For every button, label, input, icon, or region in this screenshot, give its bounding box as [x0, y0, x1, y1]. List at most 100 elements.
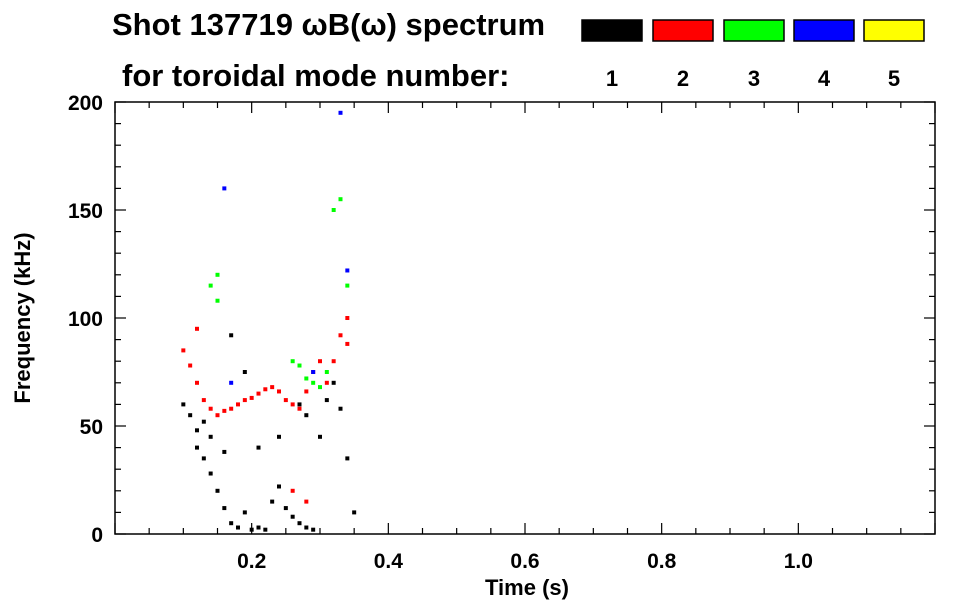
data-point-mode-1	[201, 419, 206, 424]
data-point-mode-1	[297, 402, 302, 407]
data-point-mode-1	[208, 471, 213, 476]
data-point-mode-2	[242, 398, 247, 403]
legend-swatch-4	[793, 19, 855, 42]
data-point-mode-1	[256, 525, 261, 530]
data-point-mode-2	[236, 402, 240, 407]
x-tick-label: 0.6	[510, 550, 539, 573]
y-tick-label: 200	[68, 92, 103, 115]
data-point-mode-3	[345, 283, 350, 288]
data-point-mode-2	[345, 341, 350, 346]
x-tick-label: 0.8	[647, 550, 677, 573]
y-tick-label: 0	[91, 524, 103, 547]
legend-swatch-2	[652, 19, 714, 42]
data-point-mode-1	[249, 527, 254, 532]
legend-label-4: 4	[818, 66, 831, 91]
data-point-mode-2	[270, 385, 275, 390]
plot-frame	[114, 101, 936, 535]
data-point-mode-4	[338, 110, 343, 115]
data-point-mode-2	[290, 488, 295, 493]
data-point-mode-2	[331, 359, 336, 364]
data-point-mode-1	[345, 456, 350, 461]
data-point-mode-1	[311, 527, 316, 532]
data-point-mode-3	[324, 370, 329, 374]
data-point-mode-1	[324, 398, 329, 403]
data-point-mode-2	[188, 363, 193, 368]
data-point-mode-2	[256, 391, 261, 396]
x-axis-label: Time (s)	[485, 575, 569, 600]
data-point-mode-4	[345, 268, 350, 273]
data-marks	[181, 110, 357, 532]
data-point-mode-4	[222, 186, 227, 191]
data-point-mode-2	[208, 406, 213, 411]
legend-swatch-3	[723, 19, 785, 42]
data-point-mode-1	[256, 445, 261, 450]
x-tick-label: 1.0	[784, 550, 813, 573]
legend-label-3: 3	[748, 66, 760, 91]
data-point-mode-2	[277, 389, 281, 394]
data-point-mode-1	[181, 402, 186, 407]
y-tick-label: 50	[80, 416, 103, 439]
data-point-mode-1	[222, 449, 227, 454]
data-point-mode-1	[297, 521, 302, 526]
x-tick-label: 0.2	[237, 550, 266, 573]
legend-swatch-5	[863, 19, 925, 42]
legend-swatch-1	[581, 19, 643, 42]
data-point-mode-1	[304, 525, 309, 530]
data-point-mode-3	[304, 376, 309, 381]
data-point-mode-1	[236, 525, 240, 530]
data-point-mode-1	[215, 488, 220, 493]
data-point-mode-3	[318, 385, 322, 390]
data-point-mode-2	[229, 406, 234, 411]
data-point-mode-3	[208, 283, 213, 288]
data-point-mode-1	[304, 413, 309, 418]
data-point-mode-2	[338, 333, 343, 338]
legend: 1 2 3 4 5	[581, 19, 925, 91]
data-point-mode-1	[338, 406, 343, 411]
data-point-mode-2	[297, 406, 302, 411]
data-point-mode-1	[188, 413, 193, 418]
data-point-mode-1	[242, 510, 247, 515]
y-tick-label: 100	[68, 308, 103, 331]
data-point-mode-2	[195, 380, 199, 385]
x-tick-label: 0.4	[374, 550, 404, 573]
data-point-mode-1	[242, 370, 247, 374]
data-point-mode-1	[222, 506, 227, 511]
axis-ticks	[114, 101, 936, 535]
legend-label-5: 5	[888, 66, 900, 91]
data-point-mode-3	[331, 208, 336, 212]
data-point-mode-2	[195, 326, 199, 331]
y-tick-label: 150	[68, 200, 103, 223]
data-point-mode-4	[229, 380, 234, 385]
chart-subtitle: for toroidal mode number:	[122, 58, 510, 93]
data-point-mode-2	[304, 499, 309, 504]
data-point-mode-1	[270, 499, 275, 504]
legend-label-1: 1	[606, 66, 618, 91]
data-point-mode-3	[297, 363, 302, 368]
data-point-mode-2	[215, 413, 220, 418]
data-point-mode-1	[263, 527, 268, 532]
data-point-mode-2	[290, 402, 295, 407]
data-point-mode-2	[263, 387, 268, 392]
data-point-mode-1	[229, 521, 234, 526]
data-point-mode-1	[283, 506, 288, 511]
data-point-mode-1	[318, 434, 322, 439]
data-point-mode-2	[318, 359, 322, 364]
chart-title: Shot 137719 ωB(ω) spectrum	[112, 7, 545, 42]
data-point-mode-3	[290, 359, 295, 364]
tick-labels: 0.2 0.4 0.6 0.8 1.0 0 50 100 150 200	[68, 92, 813, 573]
data-point-mode-3	[338, 197, 343, 202]
y-axis-label: Frequency (kHz)	[10, 232, 35, 403]
data-point-mode-2	[222, 408, 227, 413]
data-point-mode-3	[215, 272, 220, 277]
data-point-mode-1	[208, 434, 213, 439]
data-point-mode-3	[311, 380, 316, 385]
data-point-mode-1	[352, 510, 357, 515]
data-point-mode-4	[311, 370, 316, 374]
data-point-mode-1	[195, 445, 199, 450]
data-point-mode-1	[195, 428, 199, 433]
data-point-mode-2	[324, 380, 329, 385]
data-point-mode-1	[229, 333, 234, 338]
data-point-mode-2	[304, 389, 309, 394]
data-point-mode-2	[181, 348, 186, 353]
